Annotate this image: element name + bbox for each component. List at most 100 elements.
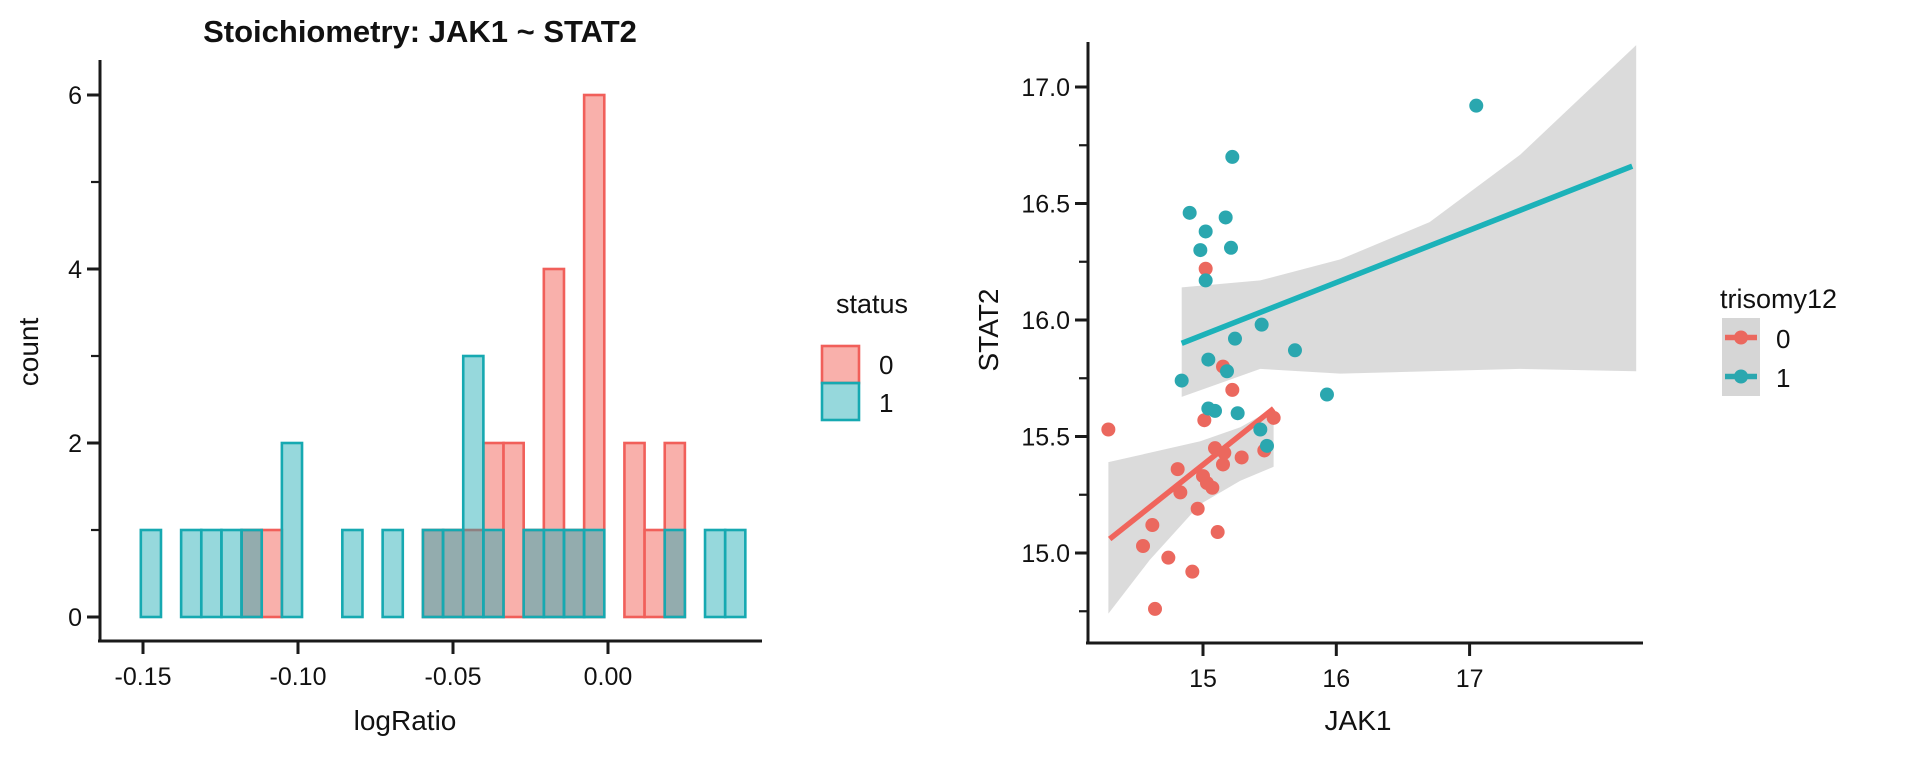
- hist-bar-status1: [441, 528, 465, 619]
- hist-bar-status1: [522, 528, 546, 619]
- data-point-trisomy12-0: [1136, 539, 1151, 554]
- scatter-ylabel: STAT2: [973, 289, 1004, 372]
- data-point-trisomy12-1: [1201, 352, 1216, 367]
- scatter-panel: 17.0 16.5 16.0 15.5 15.0 15 16 17 JAK1 STAT2 tr…: [973, 42, 1837, 736]
- histogram-title: Stoichiometry: JAK1 ~ STAT2: [203, 14, 637, 49]
- histogram-legend: status 0 1: [820, 289, 908, 422]
- confidence-band-1: [1181, 45, 1637, 397]
- data-point-trisomy12-0: [1234, 450, 1249, 465]
- regression-lines: [1107, 163, 1634, 542]
- hist-bar-status1: [179, 528, 203, 619]
- data-point-trisomy12-0: [1198, 261, 1213, 276]
- hist-bar-status1: [703, 528, 727, 619]
- scatter-y-tick-label: 16.5: [1021, 191, 1070, 219]
- hist-bar-status1: [220, 528, 243, 619]
- histogram-xlabel: logRatio: [354, 705, 457, 736]
- data-point-trisomy12-0: [1145, 518, 1160, 533]
- hist-bar-status1: [461, 354, 485, 619]
- legend-label-trisomy12-1: 1: [1776, 363, 1790, 393]
- hist-y-tick-label: 0: [68, 604, 82, 632]
- confidence-bands: [1108, 45, 1637, 614]
- legend-key-status-0: [820, 344, 861, 385]
- data-point-trisomy12-1: [1230, 406, 1245, 421]
- hist-y-tick-label: 2: [68, 430, 82, 458]
- scatter-legend: trisomy12 0 1: [1720, 284, 1837, 396]
- hist-bar-status1: [280, 441, 304, 619]
- hist-bar-status1: [199, 528, 223, 619]
- data-point-trisomy12-0: [1217, 445, 1232, 460]
- hist-bar-status1: [421, 528, 445, 619]
- histogram-legend-title: status: [836, 289, 908, 319]
- scatter-legend-title: trisomy12: [1720, 284, 1837, 314]
- scatter-x-tick-label: 15: [1189, 665, 1217, 693]
- hist-bar-status1: [341, 528, 364, 619]
- data-point-trisomy12-0: [1205, 480, 1220, 495]
- data-point-trisomy12-0: [1225, 382, 1240, 397]
- regression-line-0: [1107, 406, 1276, 542]
- data-point-trisomy12-1: [1253, 422, 1268, 437]
- data-point-trisomy12-1: [1174, 373, 1189, 388]
- data-point-trisomy12-0: [1210, 525, 1225, 540]
- scatter-axes: 17.0 16.5 16.0 15.5 15.0 15 16 17: [1021, 42, 1643, 693]
- data-point-trisomy12-1: [1182, 205, 1197, 220]
- legend-label-status-0: 0: [879, 350, 893, 380]
- hist-bar-status1: [139, 528, 163, 619]
- data-point-trisomy12-1: [1469, 98, 1484, 113]
- hist-y-tick-label: 4: [68, 256, 82, 284]
- hist-bar-status1: [582, 528, 606, 619]
- legend-key-glyphs: [1725, 330, 1757, 384]
- hist-bar-status0: [623, 441, 646, 619]
- data-point-trisomy12-1: [1198, 273, 1213, 288]
- hist-x-tick-label: -0.05: [425, 663, 482, 691]
- hist-bar-status1: [562, 528, 586, 619]
- scatter-y-tick-label: 16.0: [1021, 307, 1070, 335]
- data-point-trisomy12-1: [1259, 438, 1274, 453]
- data-point-trisomy12-1: [1219, 364, 1234, 379]
- legend-point-1: [1734, 369, 1748, 384]
- scatter-y-tick-label: 17.0: [1021, 74, 1070, 102]
- data-point-trisomy12-1: [1218, 210, 1233, 225]
- hist-bar-status0: [643, 528, 667, 619]
- hist-x-tick-label: -0.10: [270, 663, 327, 691]
- scatter-y-tick-label: 15.5: [1021, 424, 1070, 452]
- data-point-trisomy12-0: [1197, 413, 1212, 428]
- confidence-band-0: [1108, 408, 1274, 614]
- data-point-trisomy12-1: [1287, 343, 1302, 358]
- data-point-trisomy12-0: [1215, 457, 1230, 472]
- data-point-trisomy12-0: [1190, 501, 1205, 516]
- data-point-trisomy12-1: [1193, 243, 1208, 258]
- data-point-trisomy12-1: [1198, 224, 1213, 239]
- data-point-trisomy12-0: [1173, 485, 1188, 500]
- hist-bar-status0: [260, 528, 284, 619]
- hist-bar-status1: [381, 528, 405, 619]
- scatter-x-tick-label: 16: [1322, 665, 1350, 693]
- data-point-trisomy12-1: [1223, 240, 1238, 255]
- data-point-trisomy12-1: [1225, 149, 1240, 164]
- data-point-trisomy12-0: [1185, 564, 1200, 579]
- data-point-trisomy12-0: [1266, 410, 1281, 425]
- legend-label-status-1: 1: [879, 388, 893, 418]
- histogram-panel: Stoichiometry: JAK1 ~ STAT2 0 2 4 6 -0.15 -0.…: [13, 14, 908, 736]
- hist-bar-status1: [482, 528, 505, 619]
- hist-x-tick-label: 0.00: [584, 663, 633, 691]
- scatter-y-tick-label: 15.0: [1021, 540, 1070, 568]
- hist-x-tick-label: -0.15: [115, 663, 172, 691]
- histogram-bars: [139, 93, 747, 619]
- hist-bar-status1: [240, 528, 264, 619]
- legend-key-status-1: [820, 381, 861, 422]
- hist-bar-status0: [502, 441, 525, 619]
- hist-bar-status1: [663, 528, 687, 619]
- scatter-x-tick-label: 17: [1456, 665, 1484, 693]
- legend-point-0: [1734, 330, 1748, 345]
- data-point-trisomy12-0: [1161, 550, 1176, 565]
- data-point-trisomy12-1: [1207, 403, 1222, 418]
- data-point-trisomy12-0: [1101, 422, 1116, 437]
- hist-y-tick-label: 6: [68, 82, 82, 110]
- data-point-trisomy12-1: [1319, 387, 1334, 402]
- scatter-xlabel: JAK1: [1325, 705, 1392, 736]
- data-point-trisomy12-1: [1254, 317, 1269, 332]
- hist-bar-status1: [542, 528, 566, 619]
- data-point-trisomy12-0: [1170, 462, 1185, 477]
